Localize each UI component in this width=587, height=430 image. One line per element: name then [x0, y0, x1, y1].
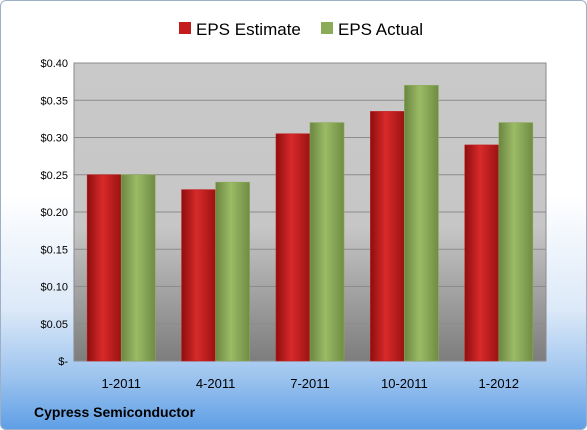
bar-eps-actual	[404, 85, 439, 362]
bars	[86, 85, 534, 362]
y-tick-label: $0.20	[40, 207, 68, 219]
bar-eps-actual	[120, 174, 156, 362]
company-name: Cypress Semiconductor	[34, 404, 196, 420]
bar-eps-estimate	[370, 111, 405, 362]
x-axis: 1-2011 4-2011 7-2011 10-2011 1-2012	[101, 376, 519, 391]
legend-swatch	[179, 22, 191, 34]
y-axis: $- $0.05 $0.10 $0.15 $0.20 $0.25 $0.30 $0.35 $0.…	[40, 58, 68, 368]
y-tick-label: $0.05	[40, 319, 68, 331]
bar-eps-estimate	[86, 174, 122, 362]
x-tick-label: 10-2011	[381, 376, 428, 391]
x-tick-label: 7-2011	[290, 376, 330, 391]
legend-swatch	[321, 22, 333, 34]
bar-eps-estimate	[275, 133, 311, 362]
bar-eps-actual	[498, 122, 534, 362]
x-tick-label: 1-2012	[479, 376, 519, 391]
y-tick-label: $0.35	[40, 95, 68, 107]
y-tick-label: $0.25	[40, 170, 68, 182]
bar-eps-estimate	[181, 189, 216, 362]
bar-eps-estimate	[464, 144, 500, 362]
legend: EPS Estimate EPS Actual	[179, 20, 423, 39]
y-tick-label: $0.15	[40, 244, 68, 256]
bar-eps-actual	[309, 122, 345, 362]
y-tick-label: $0.40	[40, 58, 68, 70]
legend-label: EPS Actual	[338, 20, 423, 39]
y-tick-label: $-	[58, 356, 68, 368]
x-tick-label: 4-2011	[196, 376, 236, 391]
y-tick-label: $0.10	[40, 282, 68, 294]
y-tick-label: $0.30	[40, 133, 68, 145]
x-tick-label: 1-2011	[101, 376, 141, 391]
legend-label: EPS Estimate	[196, 20, 301, 39]
bar-eps-actual	[215, 181, 250, 362]
